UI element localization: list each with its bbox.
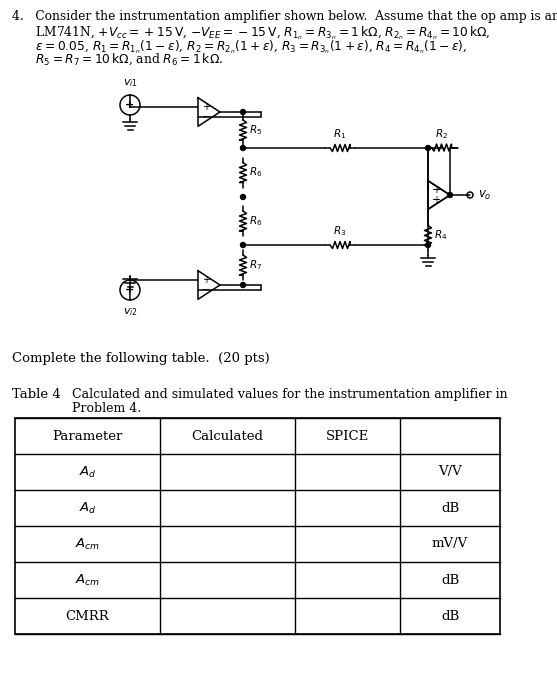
Text: $R_5$: $R_5$ xyxy=(249,123,262,137)
Text: $R_7$: $R_7$ xyxy=(249,258,262,272)
Text: Table 4: Table 4 xyxy=(12,388,61,401)
Circle shape xyxy=(241,109,246,115)
Circle shape xyxy=(426,242,431,248)
Circle shape xyxy=(241,283,246,288)
Text: $A_{cm}$: $A_{cm}$ xyxy=(75,536,100,552)
Circle shape xyxy=(241,242,246,248)
Text: dB: dB xyxy=(441,573,459,587)
Text: dB: dB xyxy=(441,501,459,514)
Text: LM741N, $+V_{cc}=+15\,\mathrm{V}$, $-V_{EE}=-15\,\mathrm{V}$, $R_{1_n}=R_{3_n}=1: LM741N, $+V_{cc}=+15\,\mathrm{V}$, $-V_{… xyxy=(12,24,491,41)
Text: $v_{i2}$: $v_{i2}$ xyxy=(123,306,138,318)
Text: −: − xyxy=(432,195,440,205)
Text: Calculated and simulated values for the instrumentation amplifier in: Calculated and simulated values for the … xyxy=(72,388,507,401)
Text: +: + xyxy=(202,102,210,111)
Text: $v_o$: $v_o$ xyxy=(478,188,492,202)
Text: $R_1$: $R_1$ xyxy=(334,127,346,141)
Text: +: + xyxy=(125,100,135,110)
Text: +: + xyxy=(432,195,440,205)
Circle shape xyxy=(426,146,431,150)
Text: Problem 4.: Problem 4. xyxy=(72,402,141,415)
Text: −: − xyxy=(202,286,210,295)
FancyBboxPatch shape xyxy=(15,418,500,634)
Text: Parameter: Parameter xyxy=(52,430,123,442)
Text: $R_5=R_7=10\,\mathrm{k\Omega}$, and $R_6=1\,\mathrm{k\Omega}$.: $R_5=R_7=10\,\mathrm{k\Omega}$, and $R_6… xyxy=(12,52,223,67)
Circle shape xyxy=(241,195,246,200)
Circle shape xyxy=(447,193,452,197)
Text: $R_4$: $R_4$ xyxy=(434,228,447,242)
Text: $R_6$: $R_6$ xyxy=(249,214,262,228)
Text: $A_d$: $A_d$ xyxy=(79,500,96,515)
Text: +: + xyxy=(202,274,210,285)
Text: V/V: V/V xyxy=(438,466,462,479)
Text: Complete the following table.  (20 pts): Complete the following table. (20 pts) xyxy=(12,352,270,365)
Text: $R_6$: $R_6$ xyxy=(249,166,262,179)
Text: +: + xyxy=(432,185,440,195)
Text: $\varepsilon=0.05$, $R_1=R_{1_n}(1-\varepsilon)$, $R_2=R_{2_n}(1+\varepsilon)$, : $\varepsilon=0.05$, $R_1=R_{1_n}(1-\vare… xyxy=(12,38,467,55)
Text: $A_d$: $A_d$ xyxy=(79,465,96,480)
Text: mV/V: mV/V xyxy=(432,538,468,550)
Text: $v_{i1}$: $v_{i1}$ xyxy=(123,77,138,89)
Text: −: − xyxy=(202,113,210,122)
Text: +: + xyxy=(125,285,135,295)
Text: SPICE: SPICE xyxy=(326,430,369,442)
Text: Calculated: Calculated xyxy=(192,430,263,442)
Text: $R_2$: $R_2$ xyxy=(435,127,448,141)
Text: $R_3$: $R_3$ xyxy=(333,224,346,238)
Text: $A_{cm}$: $A_{cm}$ xyxy=(75,573,100,587)
Text: CMRR: CMRR xyxy=(66,610,109,622)
Circle shape xyxy=(241,146,246,150)
Text: dB: dB xyxy=(441,610,459,622)
Text: −: − xyxy=(432,185,440,195)
Text: 4.   Consider the instrumentation amplifier shown below.  Assume that the op amp: 4. Consider the instrumentation amplifie… xyxy=(12,10,557,23)
